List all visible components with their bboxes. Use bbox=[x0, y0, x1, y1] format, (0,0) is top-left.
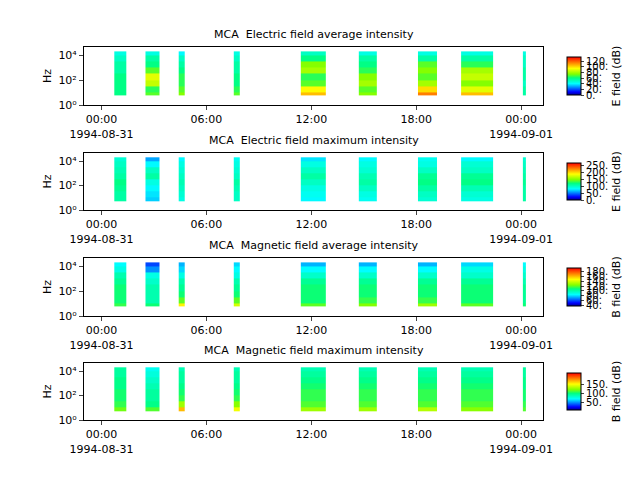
svg-text:140.: 140. bbox=[586, 276, 608, 287]
svg-text:100.: 100. bbox=[586, 388, 608, 399]
svg-text:18:00: 18:00 bbox=[400, 324, 432, 337]
svg-text:160.: 160. bbox=[586, 271, 608, 282]
svg-text:60.: 60. bbox=[586, 73, 602, 84]
svg-text:00:001994-08-31: 00:001994-08-31 bbox=[70, 113, 134, 140]
svg-text:120.: 120. bbox=[586, 281, 608, 292]
svg-text:80.: 80. bbox=[586, 67, 602, 78]
svg-text:200.: 200. bbox=[586, 167, 608, 178]
svg-text:0.: 0. bbox=[586, 90, 596, 101]
svg-text:E field (dB): E field (dB) bbox=[610, 46, 623, 107]
svg-text:MCA Electric field average in: MCA Electric field average intensity bbox=[214, 28, 414, 41]
svg-text:Hz: Hz bbox=[41, 280, 54, 294]
svg-text:10²: 10² bbox=[58, 285, 76, 298]
svg-text:50.: 50. bbox=[586, 188, 602, 199]
svg-text:B field (dB): B field (dB) bbox=[610, 256, 623, 317]
svg-text:250.: 250. bbox=[586, 160, 608, 171]
svg-text:10²: 10² bbox=[58, 74, 76, 87]
svg-text:10²: 10² bbox=[58, 389, 76, 402]
svg-text:50.: 50. bbox=[586, 397, 602, 408]
svg-text:MCA Magnetic field maximum in: MCA Magnetic field maximum intensity bbox=[204, 344, 424, 357]
svg-text:18:00: 18:00 bbox=[400, 218, 432, 231]
svg-text:00:001994-09-01: 00:001994-09-01 bbox=[489, 113, 553, 140]
svg-text:40.: 40. bbox=[586, 78, 602, 89]
svg-text:B field (dB): B field (dB) bbox=[610, 361, 623, 422]
svg-text:00:001994-08-31: 00:001994-08-31 bbox=[70, 218, 134, 245]
svg-text:12:00: 12:00 bbox=[295, 113, 327, 126]
svg-text:180.: 180. bbox=[586, 266, 608, 277]
svg-text:06:00: 06:00 bbox=[191, 428, 223, 441]
svg-text:Hz: Hz bbox=[41, 69, 54, 83]
svg-text:150.: 150. bbox=[586, 174, 608, 185]
svg-text:100.: 100. bbox=[586, 181, 608, 192]
svg-text:10⁰: 10⁰ bbox=[58, 310, 77, 323]
svg-text:00:001994-09-01: 00:001994-09-01 bbox=[489, 428, 553, 455]
svg-text:10⁴: 10⁴ bbox=[58, 260, 77, 273]
svg-text:10⁰: 10⁰ bbox=[58, 204, 77, 217]
svg-text:MCA Electric field maximum in: MCA Electric field maximum intensity bbox=[209, 134, 419, 147]
svg-text:10⁰: 10⁰ bbox=[58, 414, 77, 427]
svg-text:18:00: 18:00 bbox=[400, 113, 432, 126]
svg-text:100.: 100. bbox=[586, 61, 608, 72]
svg-text:10²: 10² bbox=[58, 179, 76, 192]
svg-text:06:00: 06:00 bbox=[191, 324, 223, 337]
svg-text:100.: 100. bbox=[586, 285, 608, 296]
svg-text:12:00: 12:00 bbox=[295, 428, 327, 441]
svg-text:10⁴: 10⁴ bbox=[58, 365, 77, 378]
svg-text:10⁰: 10⁰ bbox=[58, 99, 77, 112]
svg-text:10⁴: 10⁴ bbox=[58, 49, 77, 62]
svg-text:18:00: 18:00 bbox=[400, 428, 432, 441]
svg-text:Hz: Hz bbox=[41, 384, 54, 398]
svg-text:12:00: 12:00 bbox=[295, 218, 327, 231]
svg-text:12:00: 12:00 bbox=[295, 324, 327, 337]
svg-text:00:001994-08-31: 00:001994-08-31 bbox=[70, 324, 134, 351]
svg-text:E field (dB): E field (dB) bbox=[610, 151, 623, 212]
svg-text:20.: 20. bbox=[586, 84, 602, 95]
svg-text:00:001994-09-01: 00:001994-09-01 bbox=[489, 324, 553, 351]
svg-text:150.: 150. bbox=[586, 379, 608, 390]
svg-text:40.: 40. bbox=[586, 300, 602, 311]
svg-text:06:00: 06:00 bbox=[191, 113, 223, 126]
svg-text:00:001994-09-01: 00:001994-09-01 bbox=[489, 218, 553, 245]
svg-text:MCA Magnetic field average in: MCA Magnetic field average intensity bbox=[209, 239, 418, 252]
svg-text:00:001994-08-31: 00:001994-08-31 bbox=[70, 428, 134, 455]
svg-text:0.: 0. bbox=[586, 195, 596, 206]
svg-text:10⁴: 10⁴ bbox=[58, 155, 77, 168]
svg-text:Hz: Hz bbox=[41, 174, 54, 188]
svg-text:120.: 120. bbox=[586, 56, 608, 67]
svg-text:06:00: 06:00 bbox=[191, 218, 223, 231]
svg-text:60.: 60. bbox=[586, 295, 602, 306]
svg-text:80.: 80. bbox=[586, 290, 602, 301]
